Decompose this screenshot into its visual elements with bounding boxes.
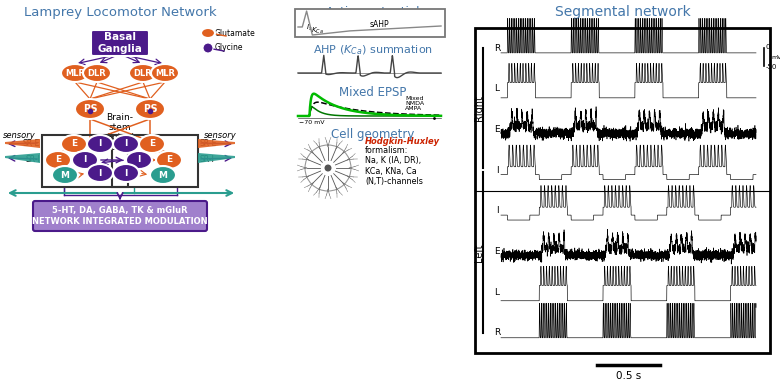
Ellipse shape <box>201 28 215 38</box>
Text: 0: 0 <box>766 44 771 50</box>
Text: Basal
Ganglia: Basal Ganglia <box>98 32 143 54</box>
Text: SR-E: SR-E <box>23 139 40 149</box>
Ellipse shape <box>61 135 87 153</box>
Ellipse shape <box>45 151 71 169</box>
Ellipse shape <box>75 99 105 119</box>
Text: I: I <box>98 139 101 149</box>
Text: SR-E: SR-E <box>200 139 218 149</box>
Text: -50: -50 <box>766 64 778 70</box>
Text: SR-I: SR-I <box>200 155 215 163</box>
Text: sAHP: sAHP <box>370 20 390 29</box>
Text: $I_s$: $I_s$ <box>306 23 313 33</box>
Text: I: I <box>124 139 128 149</box>
Text: sensory: sensory <box>3 131 36 139</box>
Text: Action potential: Action potential <box>326 6 420 19</box>
Ellipse shape <box>156 151 182 169</box>
Ellipse shape <box>139 135 165 153</box>
Text: Right: Right <box>474 95 484 121</box>
Polygon shape <box>198 139 235 148</box>
Polygon shape <box>5 139 40 148</box>
Circle shape <box>203 43 213 53</box>
Text: I: I <box>98 168 101 178</box>
Text: Left: Left <box>474 243 484 262</box>
Ellipse shape <box>129 64 157 82</box>
Text: formalism:
Na, K (IA, DR),
KCa, KNa, Ca
(N,T)-channels: formalism: Na, K (IA, DR), KCa, KNa, Ca … <box>365 146 423 186</box>
Text: Cell geometry: Cell geometry <box>331 128 414 141</box>
Text: $K_{Ca}$: $K_{Ca}$ <box>311 26 324 36</box>
Text: Segmental network: Segmental network <box>555 5 690 19</box>
Text: R: R <box>494 328 500 337</box>
Text: RS: RS <box>83 104 98 114</box>
Text: Glutamate: Glutamate <box>215 29 256 37</box>
Text: sensory: sensory <box>204 131 237 139</box>
Bar <box>42 135 128 187</box>
Text: Spinal
cord: Spinal cord <box>106 133 134 152</box>
Ellipse shape <box>150 166 176 184</box>
Text: E: E <box>71 139 77 149</box>
Text: M: M <box>158 171 168 179</box>
Text: DLR: DLR <box>87 69 106 77</box>
Text: I: I <box>83 155 87 165</box>
Text: I: I <box>124 168 128 178</box>
Text: L: L <box>495 85 499 93</box>
Ellipse shape <box>113 164 139 182</box>
Text: mV: mV <box>771 55 780 60</box>
Text: DLR: DLR <box>133 69 152 77</box>
Text: I: I <box>495 207 498 215</box>
Text: Lamprey Locomotor Network: Lamprey Locomotor Network <box>23 6 216 19</box>
Ellipse shape <box>72 151 98 169</box>
Ellipse shape <box>151 64 179 82</box>
Text: Hodgkin-Huxley: Hodgkin-Huxley <box>365 137 440 146</box>
Ellipse shape <box>87 164 113 182</box>
Text: R: R <box>494 44 500 53</box>
FancyBboxPatch shape <box>33 201 207 231</box>
Text: −70 mV: −70 mV <box>299 120 324 125</box>
Text: I: I <box>495 166 498 174</box>
Text: E: E <box>495 125 500 134</box>
Text: E: E <box>495 247 500 256</box>
Ellipse shape <box>126 151 152 169</box>
Text: E: E <box>166 155 172 165</box>
Text: NMDA: NMDA <box>405 101 424 106</box>
Text: 5-HT, DA, GABA, TK & mGluR
NETWORK INTEGRATED MODULATION: 5-HT, DA, GABA, TK & mGluR NETWORK INTEG… <box>32 206 207 226</box>
Text: I: I <box>137 155 140 165</box>
Text: L: L <box>495 288 499 296</box>
Text: M: M <box>61 171 69 179</box>
Text: Glycine: Glycine <box>215 43 243 53</box>
Text: Mixed: Mixed <box>405 96 424 101</box>
Text: E: E <box>149 139 155 149</box>
Text: RS: RS <box>143 104 158 114</box>
Ellipse shape <box>52 166 78 184</box>
Text: AHP ($K_{Ca}$) summation: AHP ($K_{Ca}$) summation <box>313 43 432 57</box>
Polygon shape <box>198 153 235 163</box>
Bar <box>112 135 198 187</box>
Text: MLR: MLR <box>65 69 85 77</box>
Ellipse shape <box>61 64 89 82</box>
Polygon shape <box>5 153 40 163</box>
Text: Mixed EPSP: Mixed EPSP <box>339 86 406 99</box>
Text: Brain-
stem: Brain- stem <box>107 113 133 133</box>
Circle shape <box>324 165 331 171</box>
Ellipse shape <box>135 99 165 119</box>
Text: E: E <box>55 155 61 165</box>
Text: SR-I: SR-I <box>25 155 40 163</box>
Ellipse shape <box>87 135 113 153</box>
Text: AMPA: AMPA <box>405 106 422 111</box>
Ellipse shape <box>113 135 139 153</box>
FancyBboxPatch shape <box>91 30 149 56</box>
Text: 0.5 s: 0.5 s <box>616 371 641 381</box>
Text: MLR: MLR <box>155 69 175 77</box>
Bar <box>295 9 445 37</box>
Ellipse shape <box>83 64 111 82</box>
Bar <box>475 28 770 353</box>
